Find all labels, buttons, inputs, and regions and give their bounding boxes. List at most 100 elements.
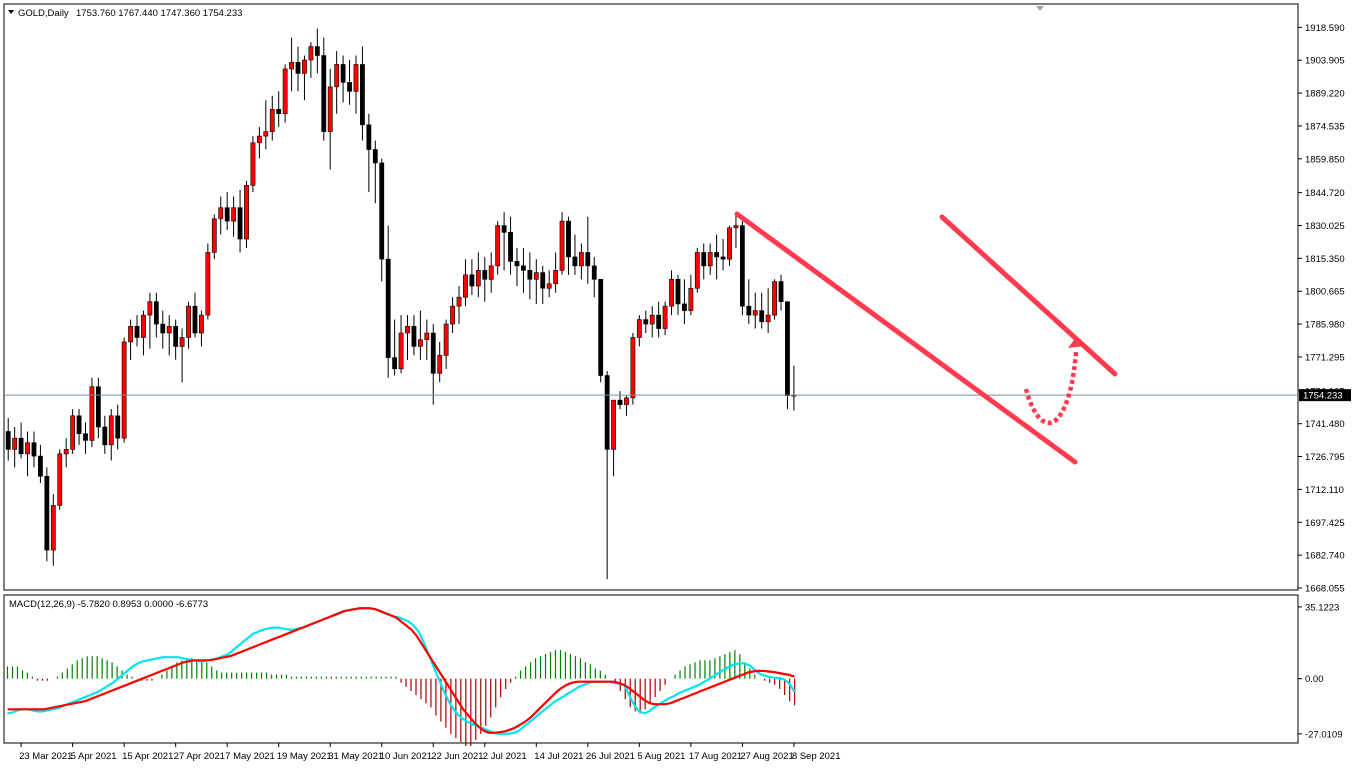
candle-body [624, 397, 629, 405]
candle-body [347, 82, 352, 92]
candle-body [688, 287, 694, 311]
candle-body [372, 149, 378, 164]
candle-body [746, 305, 752, 316]
forecast-arrowhead-icon [1068, 336, 1084, 348]
candle-body [76, 415, 82, 435]
time-tick-label: 10 Jun 2021 [380, 751, 432, 762]
channel-lower-line[interactable] [734, 211, 1078, 465]
candle-body [469, 274, 475, 287]
candle-body [578, 252, 584, 267]
time-tick-label: 5 Apr 2021 [71, 751, 117, 762]
candle-body [18, 437, 24, 455]
candle-body [366, 124, 372, 150]
shift-marker-icon[interactable] [1036, 6, 1044, 11]
price-tick-label: 1859.850 [1305, 154, 1345, 165]
candle-body [540, 272, 546, 289]
candle-body [662, 305, 668, 329]
candle-body [166, 325, 172, 334]
symbol-dropdown-icon[interactable] [8, 10, 14, 14]
candle-body [269, 108, 275, 132]
candle-body [289, 61, 294, 70]
macd-lines [7, 607, 796, 735]
candle-body [752, 310, 758, 316]
candle-body [559, 220, 565, 271]
price-tick-label: 1903.905 [1305, 56, 1345, 67]
time-tick-label: 2 Jul 2021 [483, 751, 527, 762]
candle-body [508, 232, 513, 262]
candle-body [134, 325, 140, 338]
candle-body [463, 274, 468, 298]
candle-body [186, 305, 191, 338]
candle-body [617, 399, 623, 405]
candle-body [611, 399, 616, 450]
candle-body [321, 55, 327, 132]
candle-body [488, 265, 494, 280]
candle-body [572, 256, 578, 267]
candle-body [276, 108, 282, 115]
candle-body [527, 270, 533, 280]
candle-body [450, 305, 455, 325]
candle-body [675, 279, 681, 305]
current-price-value: 1754.233 [1303, 391, 1343, 402]
candle-body [656, 314, 662, 329]
candle-body [237, 207, 243, 240]
candle-body [778, 281, 784, 302]
candle-body [263, 131, 269, 137]
candle-body [417, 339, 423, 347]
macd-signal-line [7, 607, 795, 734]
candle-body [179, 337, 185, 347]
candle-body [443, 323, 449, 356]
channel-upper-line[interactable] [939, 214, 1118, 377]
ohlc-readout: 1753.760 1767.440 1747.360 1754.233 [76, 8, 242, 19]
candle-body [360, 64, 365, 126]
macd-tick-label: 0.00 [1305, 674, 1324, 685]
candle-body [38, 455, 43, 477]
candle-body [231, 207, 237, 222]
candle-body [108, 415, 114, 446]
candle-body [430, 332, 436, 374]
candle-body [302, 59, 307, 74]
candle-body [707, 252, 713, 267]
candle-body [340, 64, 346, 83]
price-tick-label: 1918.590 [1305, 23, 1345, 34]
candle-body [89, 386, 95, 441]
candle-body [334, 64, 340, 88]
time-tick-label: 23 Mar 2021 [19, 751, 72, 762]
time-tick-label: 5 Aug 2021 [637, 751, 685, 762]
candle-body [199, 314, 204, 334]
candle-body [682, 303, 687, 311]
forecast-arrow-path[interactable] [1023, 351, 1079, 426]
candle-body [5, 431, 11, 450]
candle-body [720, 256, 726, 260]
price-tick-label: 1697.425 [1305, 518, 1345, 529]
candle-body [598, 279, 604, 376]
candle-body [218, 207, 224, 220]
candle-body [70, 415, 76, 450]
price-axis: 1918.590 1903.905 1889.220 1874.535 1859.850… [1298, 23, 1345, 595]
price-tick-label: 1741.480 [1305, 419, 1345, 430]
macd-axis: 35.1223 0.00 -27.0109 [1298, 602, 1343, 740]
macd-tick-label: -27.0109 [1305, 729, 1343, 740]
symbol-label: GOLD,Daily [18, 8, 69, 19]
price-tick-label: 1682.740 [1305, 551, 1345, 562]
time-tick-label: 15 Apr 2021 [122, 751, 173, 762]
price-tick-label: 1844.720 [1305, 188, 1345, 199]
candle-body [173, 325, 179, 347]
candle-body [121, 341, 127, 439]
candle-body [533, 272, 539, 280]
candle-body [424, 332, 430, 341]
macd-tick-label: 35.1223 [1305, 602, 1339, 613]
time-tick-label: 19 May 2021 [277, 751, 332, 762]
candle-body [495, 225, 501, 267]
candle-body [727, 227, 732, 260]
candle-body [44, 475, 50, 551]
candle-body [308, 46, 314, 61]
price-tick-label: 1815.350 [1305, 254, 1345, 265]
candle-body [630, 337, 636, 399]
candle-body [701, 252, 707, 267]
candle-body [643, 319, 649, 325]
candle-body [147, 301, 153, 316]
